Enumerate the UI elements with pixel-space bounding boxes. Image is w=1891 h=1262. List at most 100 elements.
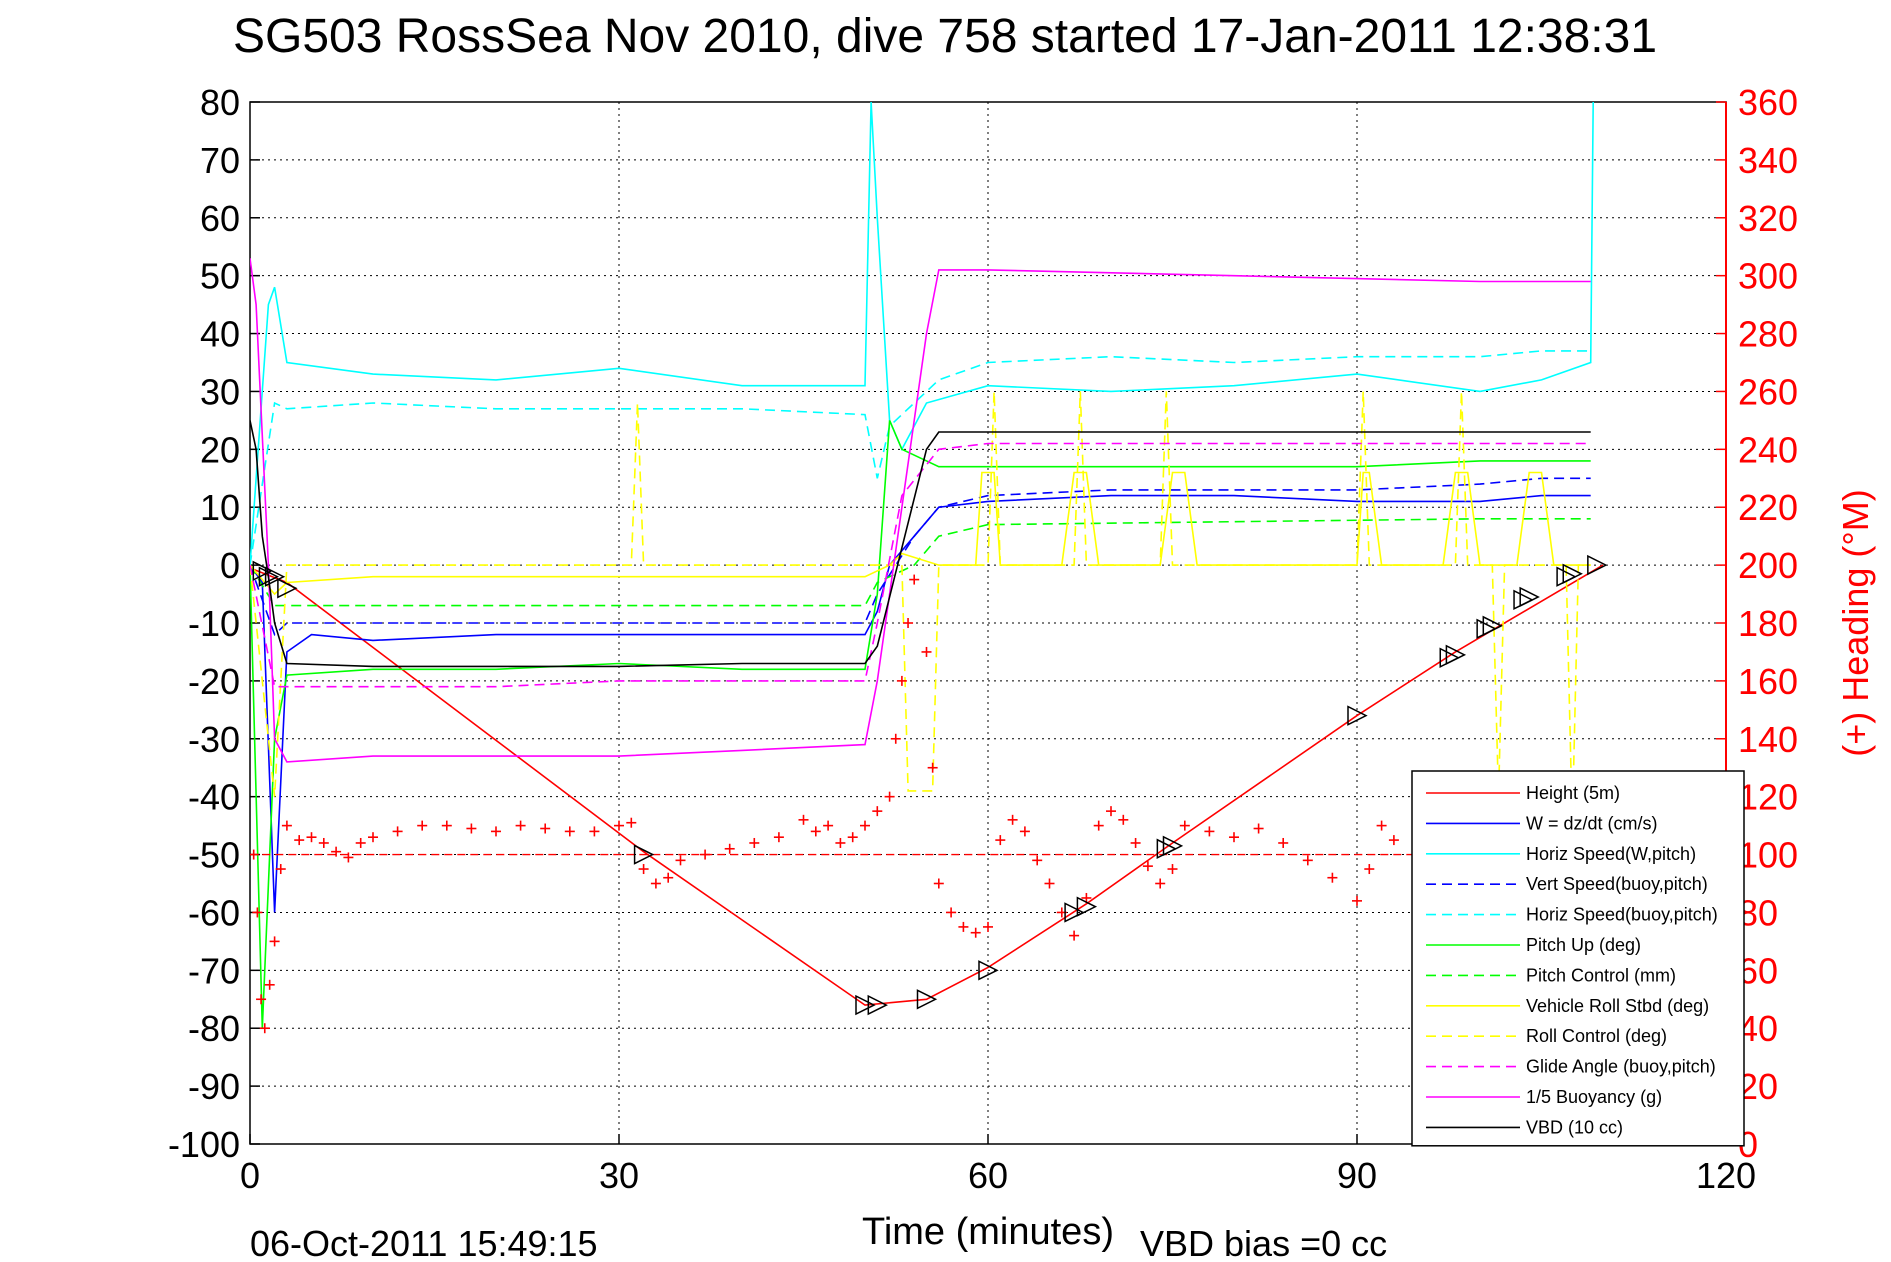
y-tick-label: -30 xyxy=(188,719,240,760)
x-tick-label: 30 xyxy=(599,1155,639,1196)
y-tick-label: -20 xyxy=(188,661,240,702)
heading-point xyxy=(921,646,932,657)
heading-point xyxy=(294,835,305,846)
heading-point xyxy=(368,832,378,843)
y-right-tick-label: 160 xyxy=(1738,661,1798,702)
heading-markers xyxy=(250,574,1603,1034)
y-tick-label: 40 xyxy=(200,314,240,355)
y-tick-label: -10 xyxy=(188,603,240,644)
triangle-marker xyxy=(978,960,999,981)
heading-point xyxy=(1376,820,1387,831)
y-right-tick-label: 220 xyxy=(1738,487,1798,528)
heading-point xyxy=(638,864,649,875)
grid-lines xyxy=(250,102,1726,1144)
heading-point xyxy=(1044,878,1055,889)
heading-point xyxy=(890,733,901,744)
y-right-tick-label: 360 xyxy=(1738,82,1798,123)
heading-point xyxy=(1155,878,1166,889)
heading-point xyxy=(1142,861,1153,872)
chart-title: SG503 RossSea Nov 2010, dive 758 started… xyxy=(233,10,1657,63)
heading-point xyxy=(564,826,575,837)
heading-point xyxy=(275,864,286,875)
heading-point xyxy=(259,1023,270,1034)
x-tick-label: 120 xyxy=(1696,1155,1756,1196)
y-right-tick-label: 300 xyxy=(1738,256,1798,297)
footer-vbd-bias: VBD bias =0 cc xyxy=(1140,1223,1387,1262)
heading-point xyxy=(1179,820,1190,831)
heading-point xyxy=(491,826,501,837)
series-line-0 xyxy=(250,564,1604,1006)
heading-point xyxy=(614,820,624,831)
triangle-marker xyxy=(258,566,280,587)
series-line-11 xyxy=(250,420,1591,668)
legend-label-11: VBD (10 cc) xyxy=(1526,1117,1623,1137)
heading-point xyxy=(281,820,292,831)
y-axis-right-label: (+) Heading (°M) xyxy=(1835,489,1876,756)
heading-point xyxy=(343,852,354,863)
legend-label-1: W = dz/dt (cm/s) xyxy=(1526,813,1658,833)
heading-point xyxy=(1278,837,1289,848)
y-axis-left: 80 70 60 50 40 30 20 10 0 -10 -20 -30 -40 -50 -60 -70 -8… xyxy=(168,82,260,1165)
heading-point xyxy=(269,936,280,947)
legend-label-10: 1/5 Buoyancy (g) xyxy=(1526,1087,1662,1107)
triangle-marker xyxy=(1562,563,1583,585)
heading-point xyxy=(1130,837,1141,848)
heading-point xyxy=(896,675,907,686)
x-tick-label: 60 xyxy=(968,1155,1008,1196)
triangle-marker xyxy=(855,994,876,1016)
heading-point xyxy=(331,846,342,857)
heading-point xyxy=(1081,892,1092,903)
heading-point xyxy=(773,832,784,843)
heading-point xyxy=(983,921,993,932)
triangle-marker xyxy=(916,989,938,1010)
y-right-tick-label: 100 xyxy=(1738,835,1798,876)
legend-label-4: Horiz Speed(buoy,pitch) xyxy=(1526,905,1718,925)
y-tick-label: 70 xyxy=(200,140,240,181)
heading-point xyxy=(1118,814,1129,825)
heading-point xyxy=(1106,806,1116,817)
legend-label-7: Vehicle Roll Stbd (deg) xyxy=(1526,996,1709,1016)
heading-point xyxy=(306,832,317,843)
heading-point xyxy=(810,826,821,837)
heading-point xyxy=(466,823,477,834)
heading-point xyxy=(256,994,267,1005)
legend-box xyxy=(1411,770,1745,1147)
y-right-tick-label: 340 xyxy=(1738,140,1798,181)
triangle-marker xyxy=(277,578,298,599)
heading-point xyxy=(650,878,661,889)
y-tick-label: 50 xyxy=(200,256,240,297)
triangle-marker xyxy=(1519,586,1540,608)
series-line-10 xyxy=(250,258,1591,763)
heading-point xyxy=(441,820,452,831)
y-tick-label: -40 xyxy=(188,777,240,818)
heading-point xyxy=(927,762,938,773)
y-tick-label: 10 xyxy=(200,487,240,528)
heading-point xyxy=(724,843,735,854)
triangle-marker xyxy=(264,566,286,587)
triangle-marker xyxy=(867,994,888,1016)
heading-point xyxy=(1069,930,1080,941)
y-right-tick-label: 320 xyxy=(1738,198,1798,239)
y-right-tick-label: 120 xyxy=(1738,777,1798,818)
y-tick-label: 60 xyxy=(200,198,240,239)
heading-point xyxy=(1167,864,1178,875)
heading-point xyxy=(250,849,259,860)
triangle-marker xyxy=(1445,644,1467,666)
y-right-tick-label: 240 xyxy=(1738,429,1798,470)
triangle-markers xyxy=(252,554,1608,1016)
heading-point xyxy=(1327,872,1338,883)
heading-point xyxy=(1302,855,1313,866)
series-line-8 xyxy=(250,391,1591,826)
y-right-tick-label: 140 xyxy=(1738,719,1798,760)
legend-label-5: Pitch Up (deg) xyxy=(1526,935,1641,955)
triangle-marker xyxy=(1482,615,1503,637)
triangle-marker xyxy=(1162,835,1184,857)
heading-point xyxy=(515,820,526,831)
heading-point xyxy=(884,791,895,802)
heading-point xyxy=(700,849,711,860)
y-tick-label: -90 xyxy=(188,1066,240,1107)
legend-label-9: Glide Angle (buoy,pitch) xyxy=(1526,1057,1716,1077)
y-tick-label: -60 xyxy=(188,892,240,933)
heading-point xyxy=(995,835,1006,846)
